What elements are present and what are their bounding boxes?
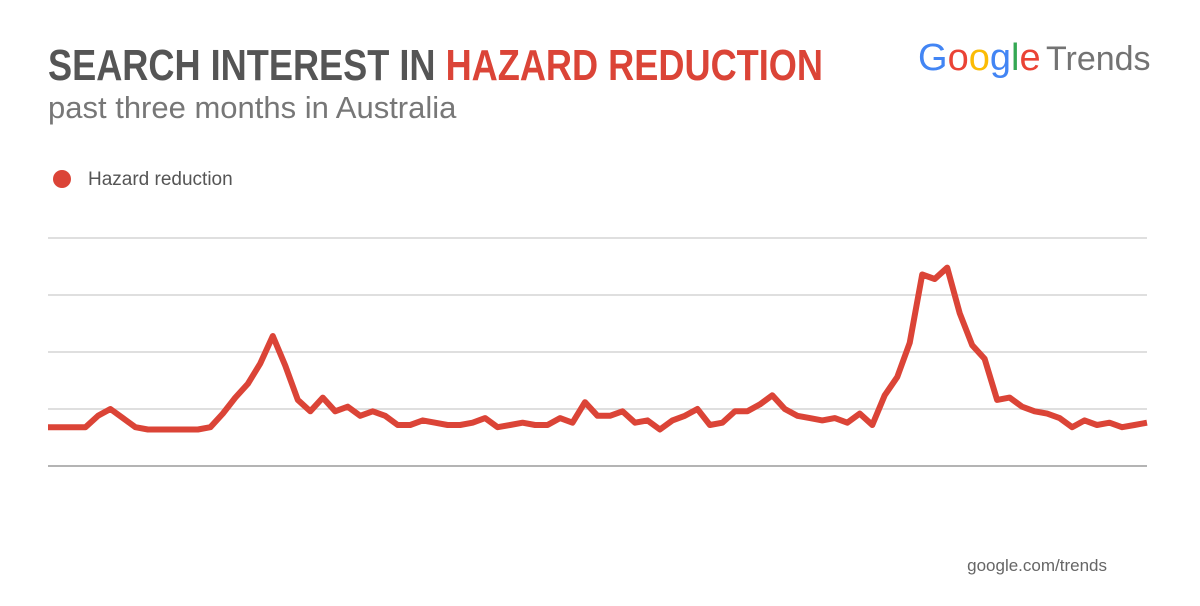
chart-title: SEARCH INTEREST IN HAZARD REDUCTION — [48, 41, 823, 90]
subtitle: past three months in Australia — [48, 90, 457, 125]
line — [48, 264, 1148, 433]
brand-product: Trends — [1046, 40, 1151, 78]
title-part: SEARCH INTEREST IN — [48, 41, 436, 90]
legend-marker — [53, 170, 71, 188]
legend-label: Hazard reduction — [88, 169, 233, 190]
source: google.com/trends — [967, 556, 1107, 575]
brand-logo: Google — [918, 37, 1041, 79]
title-highlight: HAZARD REDUCTION — [446, 41, 823, 90]
